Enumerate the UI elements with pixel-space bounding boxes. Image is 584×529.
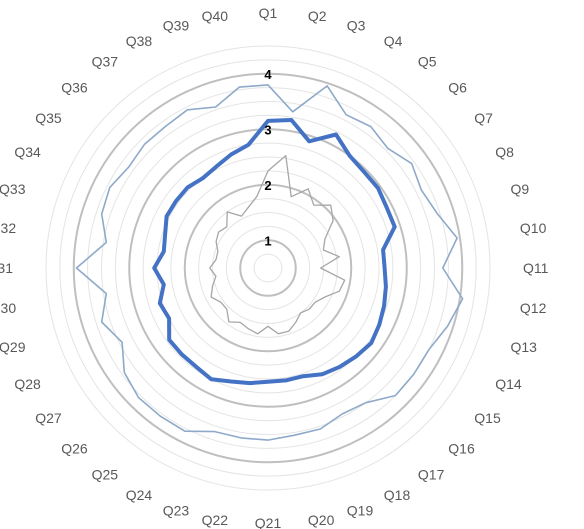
category-label-q37: Q37 <box>92 54 119 70</box>
category-label-q30: Q30 <box>0 300 16 316</box>
series-line-3 <box>209 154 346 335</box>
series-line-1 <box>152 118 397 386</box>
tick-label-2: 2 <box>264 178 271 193</box>
category-label-q33: Q33 <box>0 181 26 197</box>
category-labels: Q1 Q2Q3Q4Q5Q6Q7Q8Q9Q10Q11Q12Q13Q14Q15Q16Q… <box>0 5 549 529</box>
major-gridline <box>239 239 297 297</box>
category-label-q36: Q36 <box>61 80 88 96</box>
minor-gridline <box>212 212 324 324</box>
category-label-q18: Q18 <box>384 487 411 503</box>
category-label-q7: Q7 <box>474 110 493 126</box>
minor-gridline <box>59 59 477 477</box>
category-label-q12: Q12 <box>520 300 547 316</box>
category-label-q8: Q8 <box>495 144 514 160</box>
category-label-q3: Q3 <box>347 18 366 34</box>
category-label-q2: Q2 <box>308 8 327 24</box>
minor-gridline <box>253 253 283 283</box>
category-label-q29: Q29 <box>0 339 26 355</box>
category-label-q31: Q31 <box>0 260 13 276</box>
minor-gridline <box>114 114 422 422</box>
minor-gridline <box>101 101 435 435</box>
major-gridline <box>128 128 408 408</box>
minor-gridline <box>45 45 491 491</box>
category-label-q16: Q16 <box>448 440 475 456</box>
minor-gridline <box>156 156 380 380</box>
category-label-q25: Q25 <box>92 466 119 482</box>
minor-gridline <box>142 142 394 394</box>
category-label-q23: Q23 <box>163 503 190 519</box>
category-label-q15: Q15 <box>474 410 501 426</box>
series-line-2 <box>75 84 464 441</box>
minor-gridline <box>170 170 366 366</box>
category-label-q22: Q22 <box>202 512 229 528</box>
category-label-q27: Q27 <box>35 410 62 426</box>
tick-labels: 1 2 3 4 <box>264 67 272 249</box>
category-label-q34: Q34 <box>14 144 41 160</box>
category-label-q39: Q39 <box>163 18 190 34</box>
category-label-q14: Q14 <box>495 376 522 392</box>
minor-gridline <box>87 87 449 449</box>
category-label-q19: Q19 <box>347 503 374 519</box>
category-label-q20: Q20 <box>308 512 335 528</box>
category-label-q32: Q32 <box>0 220 16 236</box>
category-label-q28: Q28 <box>14 376 41 392</box>
category-label-q13: Q13 <box>511 339 538 355</box>
category-label-q17: Q17 <box>418 466 445 482</box>
category-label-q40: Q40 <box>202 8 229 24</box>
category-label-q10: Q10 <box>520 220 547 236</box>
minor-gridline <box>225 225 311 311</box>
major-gridline <box>72 72 464 464</box>
minor-gridline <box>198 198 338 338</box>
category-label-q24: Q24 <box>126 487 153 503</box>
category-label-q26: Q26 <box>61 440 88 456</box>
tick-label-3: 3 <box>264 122 271 137</box>
major-gridline <box>183 183 353 353</box>
category-label-q11: Q11 <box>523 260 549 276</box>
category-label-q1: Q1 <box>259 5 278 21</box>
category-label-q5: Q5 <box>418 54 437 70</box>
tick-label-4: 4 <box>264 67 272 82</box>
category-label-q9: Q9 <box>511 181 530 197</box>
radar-grid <box>45 45 491 491</box>
category-label-q38: Q38 <box>126 33 153 49</box>
category-label-q6: Q6 <box>448 80 467 96</box>
category-label-q4: Q4 <box>384 33 403 49</box>
tick-label-1: 1 <box>264 233 271 248</box>
category-label-q21: Q21 <box>255 515 282 529</box>
category-label-q35: Q35 <box>35 110 62 126</box>
radar-series-group <box>75 84 464 441</box>
